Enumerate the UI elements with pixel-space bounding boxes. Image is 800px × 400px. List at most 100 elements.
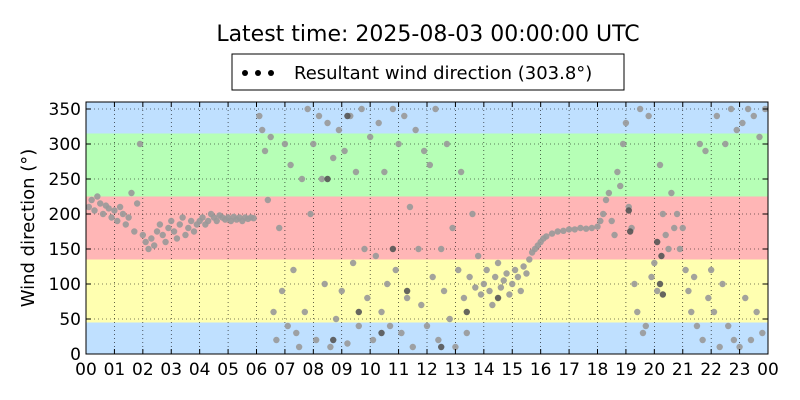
data-point	[648, 273, 655, 281]
data-point	[330, 154, 337, 162]
data-point	[645, 112, 652, 120]
data-point	[588, 224, 596, 232]
data-point	[605, 189, 613, 197]
data-point	[699, 336, 706, 344]
data-point	[619, 140, 627, 148]
data-point	[108, 214, 115, 221]
data-point	[634, 308, 641, 316]
x-tick-label: 11	[388, 360, 410, 380]
x-tick-label: 17	[558, 360, 580, 380]
data-point	[128, 189, 135, 197]
data-point	[625, 207, 632, 214]
data-point	[449, 224, 456, 232]
data-point	[707, 266, 715, 274]
data-point	[185, 224, 192, 232]
x-tick-label: 06	[246, 360, 268, 380]
data-point	[480, 280, 488, 288]
data-point	[190, 228, 198, 235]
data-point	[659, 291, 667, 298]
data-point	[477, 291, 485, 298]
data-point	[497, 284, 505, 291]
data-point	[719, 280, 726, 288]
x-tick-label: 09	[331, 360, 353, 380]
data-point	[276, 224, 283, 232]
data-point	[727, 105, 735, 113]
data-points	[85, 105, 769, 351]
data-point	[460, 294, 468, 302]
data-point	[682, 266, 689, 274]
x-tick-label: 20	[644, 360, 666, 380]
data-point	[599, 210, 607, 218]
data-point	[733, 126, 740, 134]
data-point	[401, 112, 408, 120]
data-point	[301, 308, 309, 316]
data-point	[548, 230, 556, 237]
data-point	[426, 161, 434, 169]
data-point	[463, 329, 470, 337]
data-point	[440, 287, 448, 295]
data-point	[273, 336, 280, 344]
data-point	[372, 252, 380, 260]
x-tick-label: 19	[615, 360, 637, 380]
data-point	[338, 287, 345, 295]
data-point	[99, 210, 107, 218]
data-point	[116, 203, 124, 211]
data-point	[622, 119, 630, 127]
data-point	[159, 231, 166, 239]
data-point	[744, 105, 752, 113]
data-point	[364, 294, 371, 302]
x-tick-label: 02	[132, 360, 154, 380]
data-point	[278, 287, 286, 295]
data-point	[747, 336, 755, 344]
axes-ticks: 00 01 02 03 04 05 06 07 08 09 10 11 12 13 14 15 16 17 18 19…	[49, 100, 779, 380]
x-tick-label: 03	[160, 360, 182, 380]
y-tick-label: 200	[49, 205, 81, 225]
data-point	[659, 210, 667, 218]
data-point	[384, 280, 391, 288]
data-point	[392, 266, 399, 274]
data-point	[673, 210, 681, 218]
data-point	[457, 168, 465, 176]
data-point	[176, 221, 183, 228]
data-point	[324, 175, 331, 183]
data-point	[597, 217, 604, 225]
data-point	[690, 273, 698, 281]
data-point	[653, 287, 661, 295]
data-point	[474, 252, 482, 260]
data-point	[145, 245, 152, 253]
data-point	[409, 343, 416, 351]
legend-label: Resultant wind direction (303.8°)	[294, 63, 592, 84]
data-point	[739, 119, 746, 127]
data-point	[105, 205, 112, 212]
data-point	[658, 252, 665, 260]
legend: Resultant wind direction (303.8°)	[231, 53, 625, 91]
x-tick-label: 05	[217, 360, 239, 380]
data-point	[341, 147, 348, 155]
data-point	[466, 273, 473, 281]
data-point	[358, 105, 365, 113]
data-point	[136, 140, 144, 148]
data-point	[710, 308, 718, 316]
data-point	[318, 175, 326, 183]
data-point	[162, 238, 169, 246]
data-point	[378, 329, 385, 337]
x-tick-label: 14	[473, 360, 495, 380]
data-point	[258, 126, 266, 134]
data-point	[148, 235, 155, 242]
data-point	[577, 224, 584, 232]
x-tick-label: 07	[274, 360, 296, 380]
data-point	[611, 231, 618, 239]
data-point	[594, 223, 601, 230]
data-point	[270, 308, 277, 316]
data-point	[406, 203, 414, 211]
data-point	[114, 217, 121, 225]
data-point	[395, 140, 402, 148]
data-point	[204, 217, 212, 225]
legend-marker	[242, 70, 248, 76]
data-point	[500, 277, 507, 284]
data-point	[133, 200, 141, 207]
data-point	[165, 224, 172, 232]
data-point	[378, 308, 385, 316]
data-point	[389, 105, 397, 113]
